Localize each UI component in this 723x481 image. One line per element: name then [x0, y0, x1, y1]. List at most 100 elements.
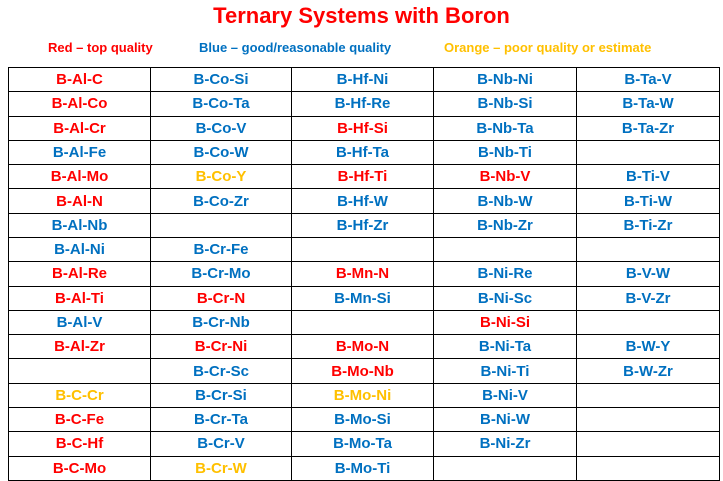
system-cell: B-Ni-W	[433, 406, 577, 433]
system-cell: B-Mo-Ta	[291, 431, 434, 457]
table-row: B-C-Hf B-Cr-V B-Mo-Ta B-Ni-Zr	[8, 431, 720, 457]
table-row: B-Al-Zr B-Cr-Ni B-Mo-N B-Ni-Ta B-W-Y	[8, 334, 720, 360]
system-cell: B-Al-Ti	[8, 285, 151, 311]
system-cell: B-Co-Si	[150, 66, 292, 93]
empty-cell	[8, 358, 151, 384]
system-cell: B-Mo-N	[291, 334, 434, 360]
table-row: B-Al-Re B-Cr-Mo B-Mn-N B-Ni-Re B-V-W	[8, 261, 720, 287]
legend-red-quality: Red – top quality	[48, 40, 153, 55]
empty-cell	[576, 382, 720, 408]
system-cell: B-Nb-Ni	[433, 66, 577, 93]
empty-cell	[291, 236, 434, 263]
system-cell: B-Hf-W	[291, 188, 434, 214]
system-cell: B-V-Zr	[576, 285, 720, 311]
table-row: B-Al-Fe B-Co-W B-Hf-Ta B-Nb-Ti	[8, 139, 720, 166]
system-cell: B-Nb-W	[433, 188, 577, 214]
system-cell: B-Al-V	[8, 309, 151, 336]
system-cell: B-Cr-W	[150, 455, 292, 481]
system-cell: B-Co-Ta	[150, 91, 292, 117]
system-cell: B-Ni-Re	[433, 261, 577, 287]
system-cell: B-Al-Mo	[8, 164, 151, 190]
system-cell: B-W-Y	[576, 334, 720, 360]
empty-cell	[576, 139, 720, 166]
system-cell: B-Ni-Si	[433, 309, 577, 336]
page-title: Ternary Systems with Boron	[213, 3, 510, 28]
legend-blue-quality: Blue – good/reasonable quality	[199, 40, 392, 55]
system-cell: B-Ni-Sc	[433, 285, 577, 311]
system-cell: B-Al-Cr	[8, 115, 151, 141]
system-cell: B-Hf-Ni	[291, 66, 434, 93]
table-row: B-Al-Ti B-Cr-N B-Mn-Si B-Ni-Sc B-V-Zr	[8, 285, 720, 311]
system-cell: B-Al-Co	[8, 91, 151, 117]
empty-cell	[576, 236, 720, 263]
system-cell: B-Ni-Zr	[433, 431, 577, 457]
empty-cell	[150, 212, 292, 238]
system-cell: B-Cr-N	[150, 285, 292, 311]
table-row: B-Al-Cr B-Co-V B-Hf-Si B-Nb-Ta B-Ta-Zr	[8, 115, 720, 141]
system-cell: B-Cr-V	[150, 431, 292, 457]
system-cell: B-Nb-Si	[433, 91, 577, 117]
system-cell: B-Cr-Nb	[150, 309, 292, 336]
system-cell: B-Nb-V	[433, 164, 577, 190]
table-row: B-Al-Ni B-Cr-Fe	[8, 236, 720, 263]
table-row: B-Al-Mo B-Co-Y B-Hf-Ti B-Nb-V B-Ti-V	[8, 164, 720, 190]
system-cell: B-Mn-N	[291, 261, 434, 287]
system-cell: B-Cr-Ni	[150, 334, 292, 360]
system-cell: B-V-W	[576, 261, 720, 287]
system-cell: B-Nb-Ta	[433, 115, 577, 141]
system-cell: B-Al-C	[8, 66, 151, 93]
table-row: B-Al-C B-Co-Si B-Hf-Ni B-Nb-Ni B-Ta-V	[8, 66, 720, 93]
system-cell: B-Nb-Ti	[433, 139, 577, 166]
system-cell: B-Co-W	[150, 139, 292, 166]
system-cell: B-Al-Zr	[8, 334, 151, 360]
table-row: B-Al-Nb B-Hf-Zr B-Nb-Zr B-Ti-Zr	[8, 212, 720, 238]
system-cell: B-Ti-Zr	[576, 212, 720, 238]
system-cell: B-Al-N	[8, 188, 151, 214]
system-cell: B-Co-V	[150, 115, 292, 141]
system-cell: B-Hf-Ti	[291, 164, 434, 190]
empty-cell	[291, 309, 434, 336]
system-cell: B-Hf-Re	[291, 91, 434, 117]
system-cell: B-Cr-Ta	[150, 406, 292, 433]
system-cell: B-C-Fe	[8, 406, 151, 433]
table-row: B-C-Mo B-Cr-W B-Mo-Ti	[8, 455, 720, 481]
system-cell: B-Ta-W	[576, 91, 720, 117]
system-cell: B-Cr-Mo	[150, 261, 292, 287]
system-cell: B-Ti-W	[576, 188, 720, 214]
empty-cell	[576, 431, 720, 457]
system-cell: B-Ni-Ti	[433, 358, 577, 384]
table-row: B-Al-Co B-Co-Ta B-Hf-Re B-Nb-Si B-Ta-W	[8, 91, 720, 117]
system-cell: B-Ti-V	[576, 164, 720, 190]
table-row: B-Cr-Sc B-Mo-Nb B-Ni-Ti B-W-Zr	[8, 358, 720, 384]
system-cell: B-C-Cr	[8, 382, 151, 408]
system-cell: B-Mo-Ni	[291, 382, 434, 408]
system-cell: B-C-Hf	[8, 431, 151, 457]
legend-orange-quality: Orange – poor quality or estimate	[444, 40, 652, 55]
system-cell: B-Mo-Si	[291, 406, 434, 433]
empty-cell	[433, 455, 577, 481]
table-row: B-C-Fe B-Cr-Ta B-Mo-Si B-Ni-W	[8, 406, 720, 433]
system-cell: B-Ni-Ta	[433, 334, 577, 360]
system-cell: B-Mn-Si	[291, 285, 434, 311]
empty-cell	[576, 309, 720, 336]
table-row: B-Al-V B-Cr-Nb B-Ni-Si	[8, 309, 720, 336]
ternary-systems-table: B-Al-C B-Co-Si B-Hf-Ni B-Nb-Ni B-Ta-V B-Al-Co…	[8, 66, 720, 481]
system-cell: B-Co-Y	[150, 164, 292, 190]
empty-cell	[576, 406, 720, 433]
system-cell: B-Al-Nb	[8, 212, 151, 238]
table-row: B-C-Cr B-Cr-Si B-Mo-Ni B-Ni-V	[8, 382, 720, 408]
system-cell: B-Hf-Ta	[291, 139, 434, 166]
empty-cell	[576, 455, 720, 481]
system-cell: B-Al-Ni	[8, 236, 151, 263]
system-cell: B-C-Mo	[8, 455, 151, 481]
system-cell: B-Mo-Nb	[291, 358, 434, 384]
system-cell: B-Ta-Zr	[576, 115, 720, 141]
system-cell: B-W-Zr	[576, 358, 720, 384]
empty-cell	[433, 236, 577, 263]
system-cell: B-Cr-Sc	[150, 358, 292, 384]
system-cell: B-Ta-V	[576, 66, 720, 93]
system-cell: B-Cr-Fe	[150, 236, 292, 263]
system-cell: B-Nb-Zr	[433, 212, 577, 238]
system-cell: B-Al-Fe	[8, 139, 151, 166]
system-cell: B-Al-Re	[8, 261, 151, 287]
